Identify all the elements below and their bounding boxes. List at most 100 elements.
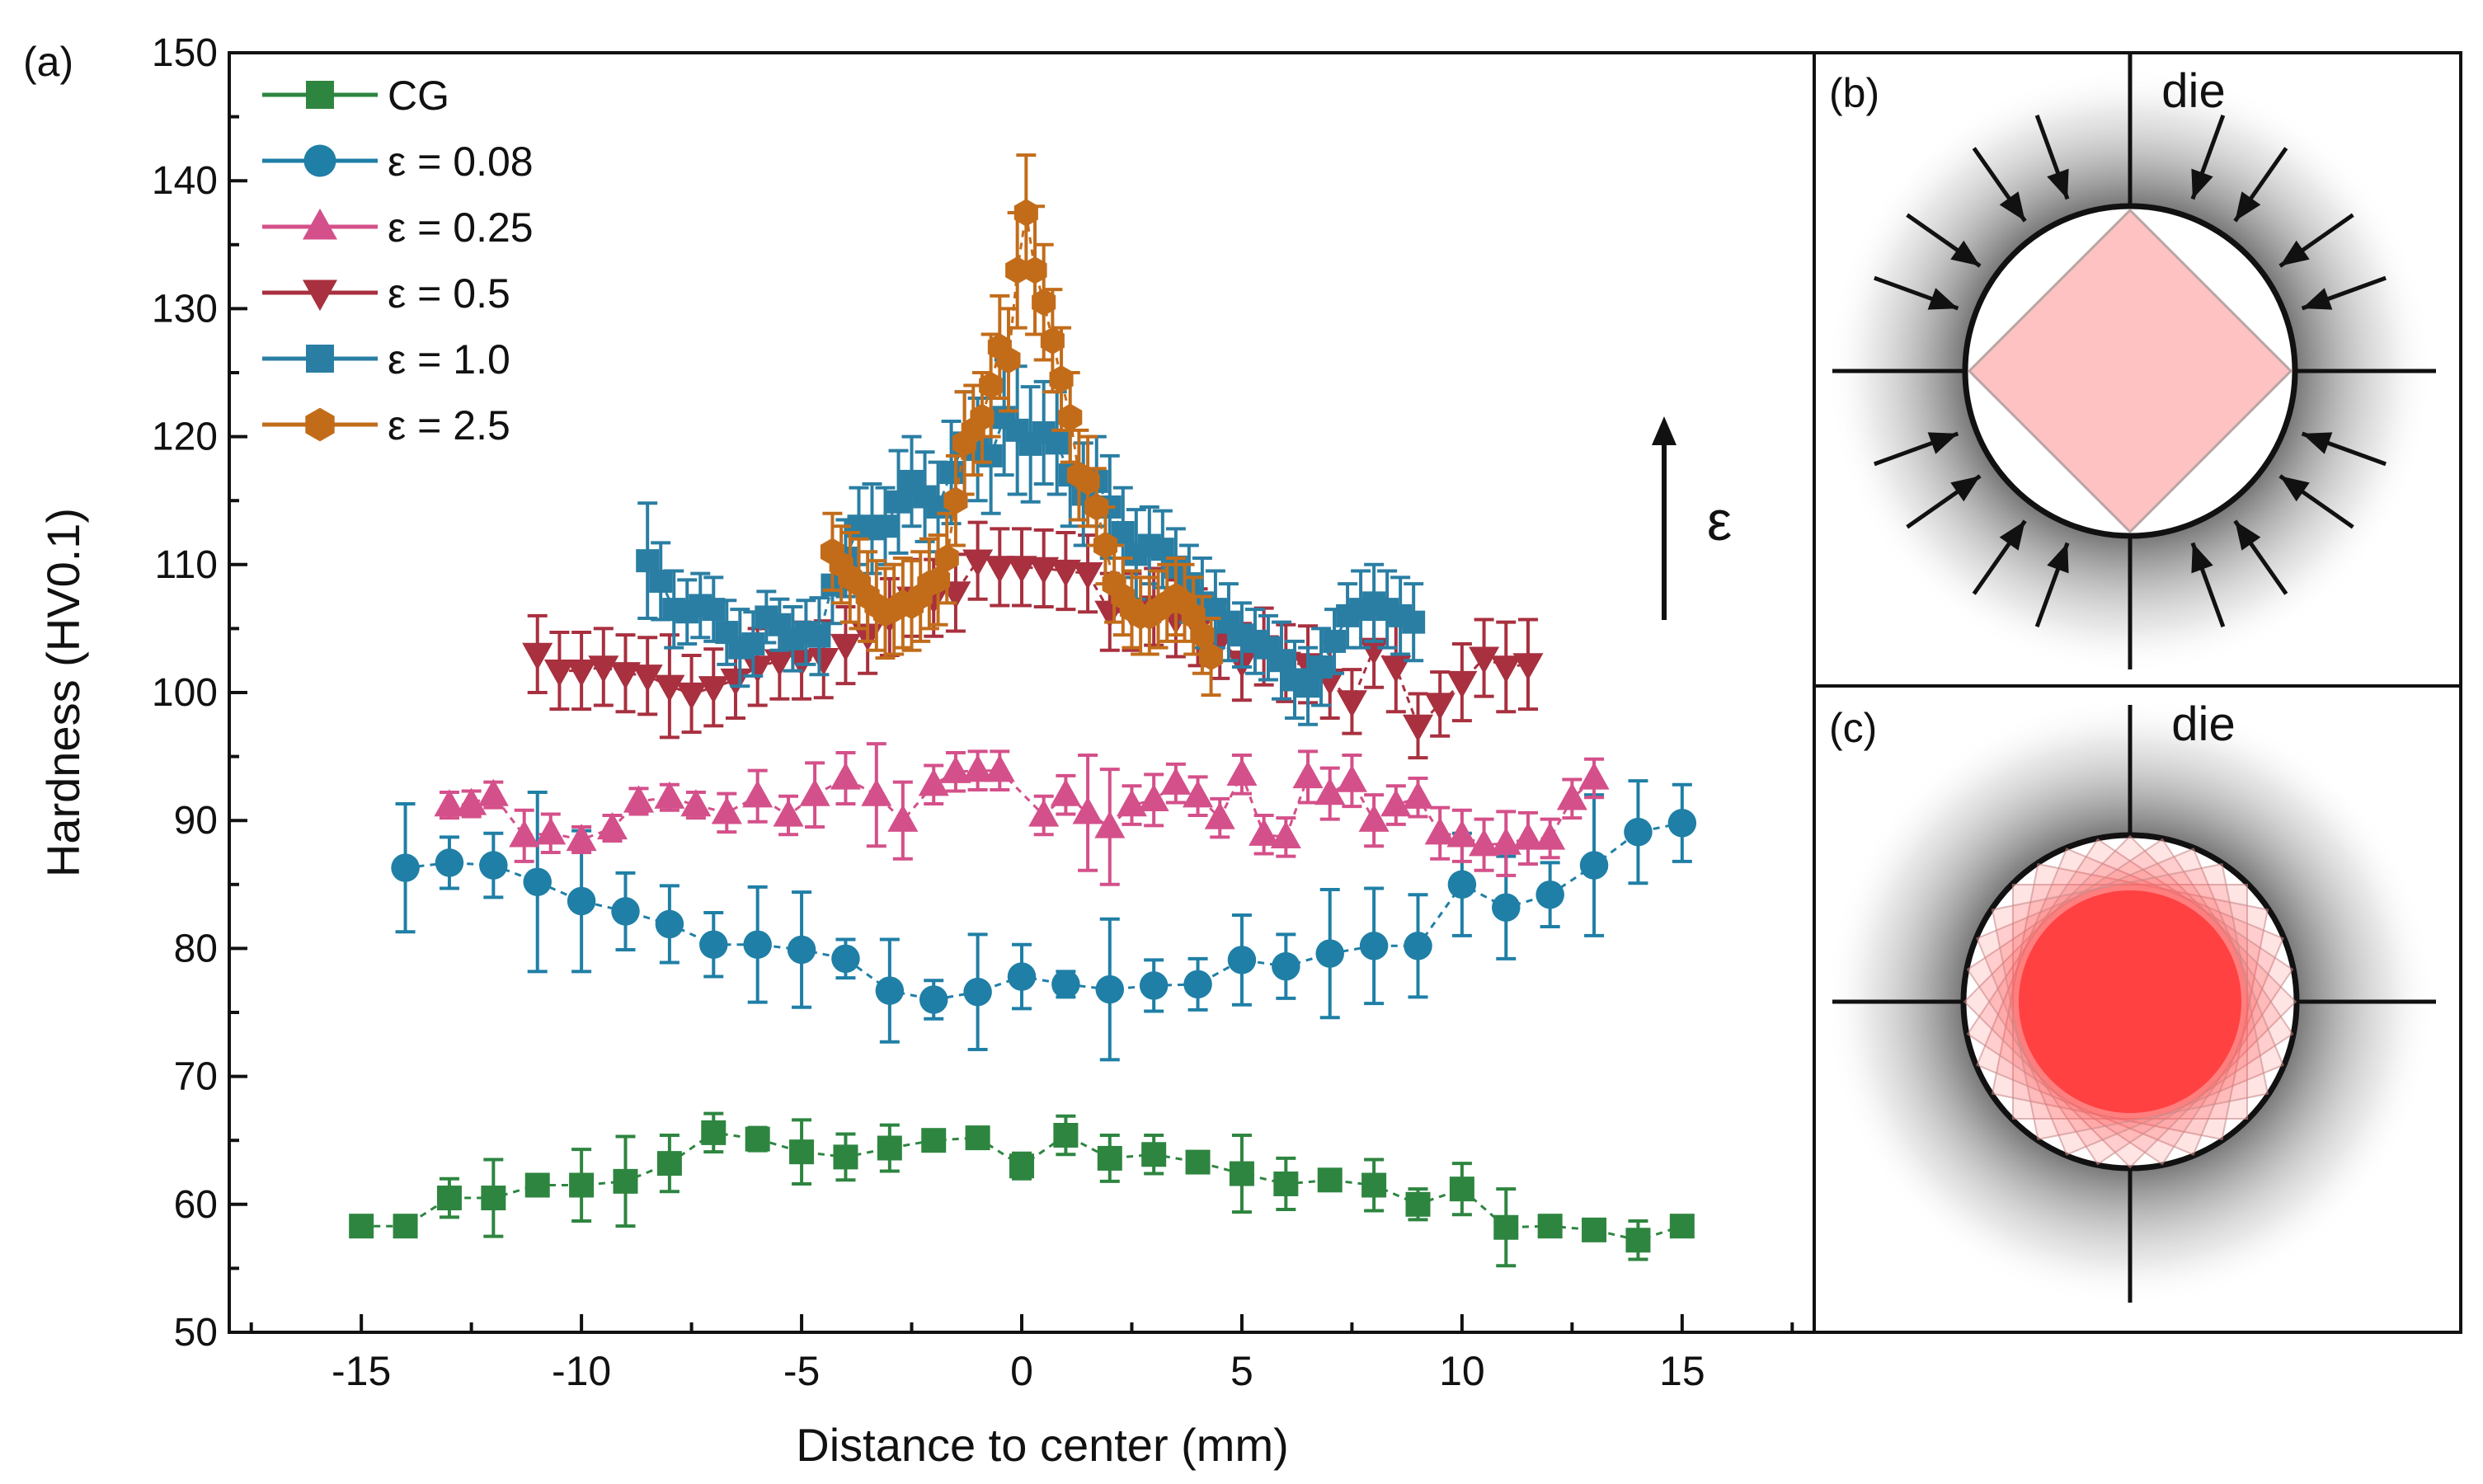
data-point [808,647,839,676]
data-point [1050,778,1081,806]
data-point [1093,531,1117,560]
compression-arrow-head [2302,432,2333,454]
data-point [1402,714,1434,742]
y-tick-label: 50 [174,1311,218,1355]
compression-arrows [1874,115,2387,627]
data-point [393,1214,418,1239]
data-point [1045,431,1069,455]
data-point [1094,600,1126,628]
data-point [566,659,597,688]
data-series-layer [349,153,1697,1268]
y-tick-label: 150 [152,31,218,75]
data-point [1139,971,1169,1000]
data-point [1006,556,1037,584]
series-line [449,769,1596,847]
data-point [567,886,596,916]
panel-b-schematic: (b) die [1813,51,2462,688]
data-point [873,514,897,538]
y-tick-label: 110 [154,543,218,587]
data-point [623,785,655,813]
data-point [743,930,772,959]
data-point [830,762,861,790]
data-point [1314,777,1346,805]
compression-arrow-head [2302,288,2333,310]
data-point [1358,637,1390,665]
data-point [1537,1214,1563,1239]
data-point [649,569,673,593]
data-point [349,1214,374,1239]
compression-arrow-head [1999,520,2025,551]
data-point [1512,653,1544,681]
data-point [1013,199,1038,227]
data-point [1160,767,1192,795]
data-point [1447,870,1477,899]
data-point [742,655,774,683]
data-point [1190,621,1215,649]
data-point [1227,946,1257,974]
data-point [391,853,420,882]
data-point [1310,655,1333,679]
panel-c-schematic: (c) die [1813,684,2462,1334]
data-point [1051,970,1080,999]
data-point [436,1186,462,1211]
legend-label: ε = 2.5 [388,402,510,448]
compression-arrow-head [2235,191,2261,222]
data-point [1512,822,1544,850]
data-point [861,778,892,806]
data-point [535,817,567,845]
data-point [701,1120,727,1145]
series-e25 [820,153,1224,697]
data-point [1380,655,1412,683]
data-point [1315,939,1344,968]
data-point [698,676,729,704]
data-point [676,682,708,711]
epsilon-arrow-head [1652,416,1676,445]
x-tick-label: -10 [552,1348,611,1394]
compression-arrow-head [1950,240,1981,266]
data-point [1095,974,1125,1004]
data-point [1141,1142,1167,1167]
compression-arrow-head [1927,288,1959,310]
data-point [833,1144,858,1170]
data-point [1028,799,1060,827]
panel-c-frame [1813,684,2462,1334]
data-point [435,848,464,877]
data-point [702,598,726,622]
data-point [1556,782,1587,810]
data-point [1072,562,1103,590]
panel-b-label: (b) [1829,70,1879,116]
data-point [1185,1149,1211,1175]
data-point [984,754,1015,782]
data-point [1270,820,1301,849]
data-point [1535,880,1564,909]
data-point [1625,1228,1651,1253]
data-point [984,556,1015,584]
data-point [1323,629,1347,653]
data-point [1183,780,1214,808]
data-point [830,633,861,662]
data-point [1181,602,1206,630]
compression-arrow-head [2191,168,2213,200]
legend-marker [303,208,337,240]
compression-arrow-head [2235,520,2261,551]
data-point [1116,789,1147,817]
data-point [1199,642,1224,671]
data-point [655,909,684,939]
y-tick-label: 100 [152,671,218,715]
data-point [1075,467,1100,495]
y-tick-label: 70 [174,1055,218,1099]
data-point [787,935,816,965]
data-point [1040,326,1065,355]
legend-marker [306,81,334,109]
data-point [963,977,992,1007]
data-point [613,1168,638,1194]
data-point [742,780,774,808]
compression-arrow-head [1999,191,2025,222]
x-tick-label: -15 [332,1348,391,1394]
legend-label: ε = 0.25 [388,204,534,251]
data-point [1469,829,1500,857]
data-point [962,754,994,782]
data-point [1183,970,1212,999]
